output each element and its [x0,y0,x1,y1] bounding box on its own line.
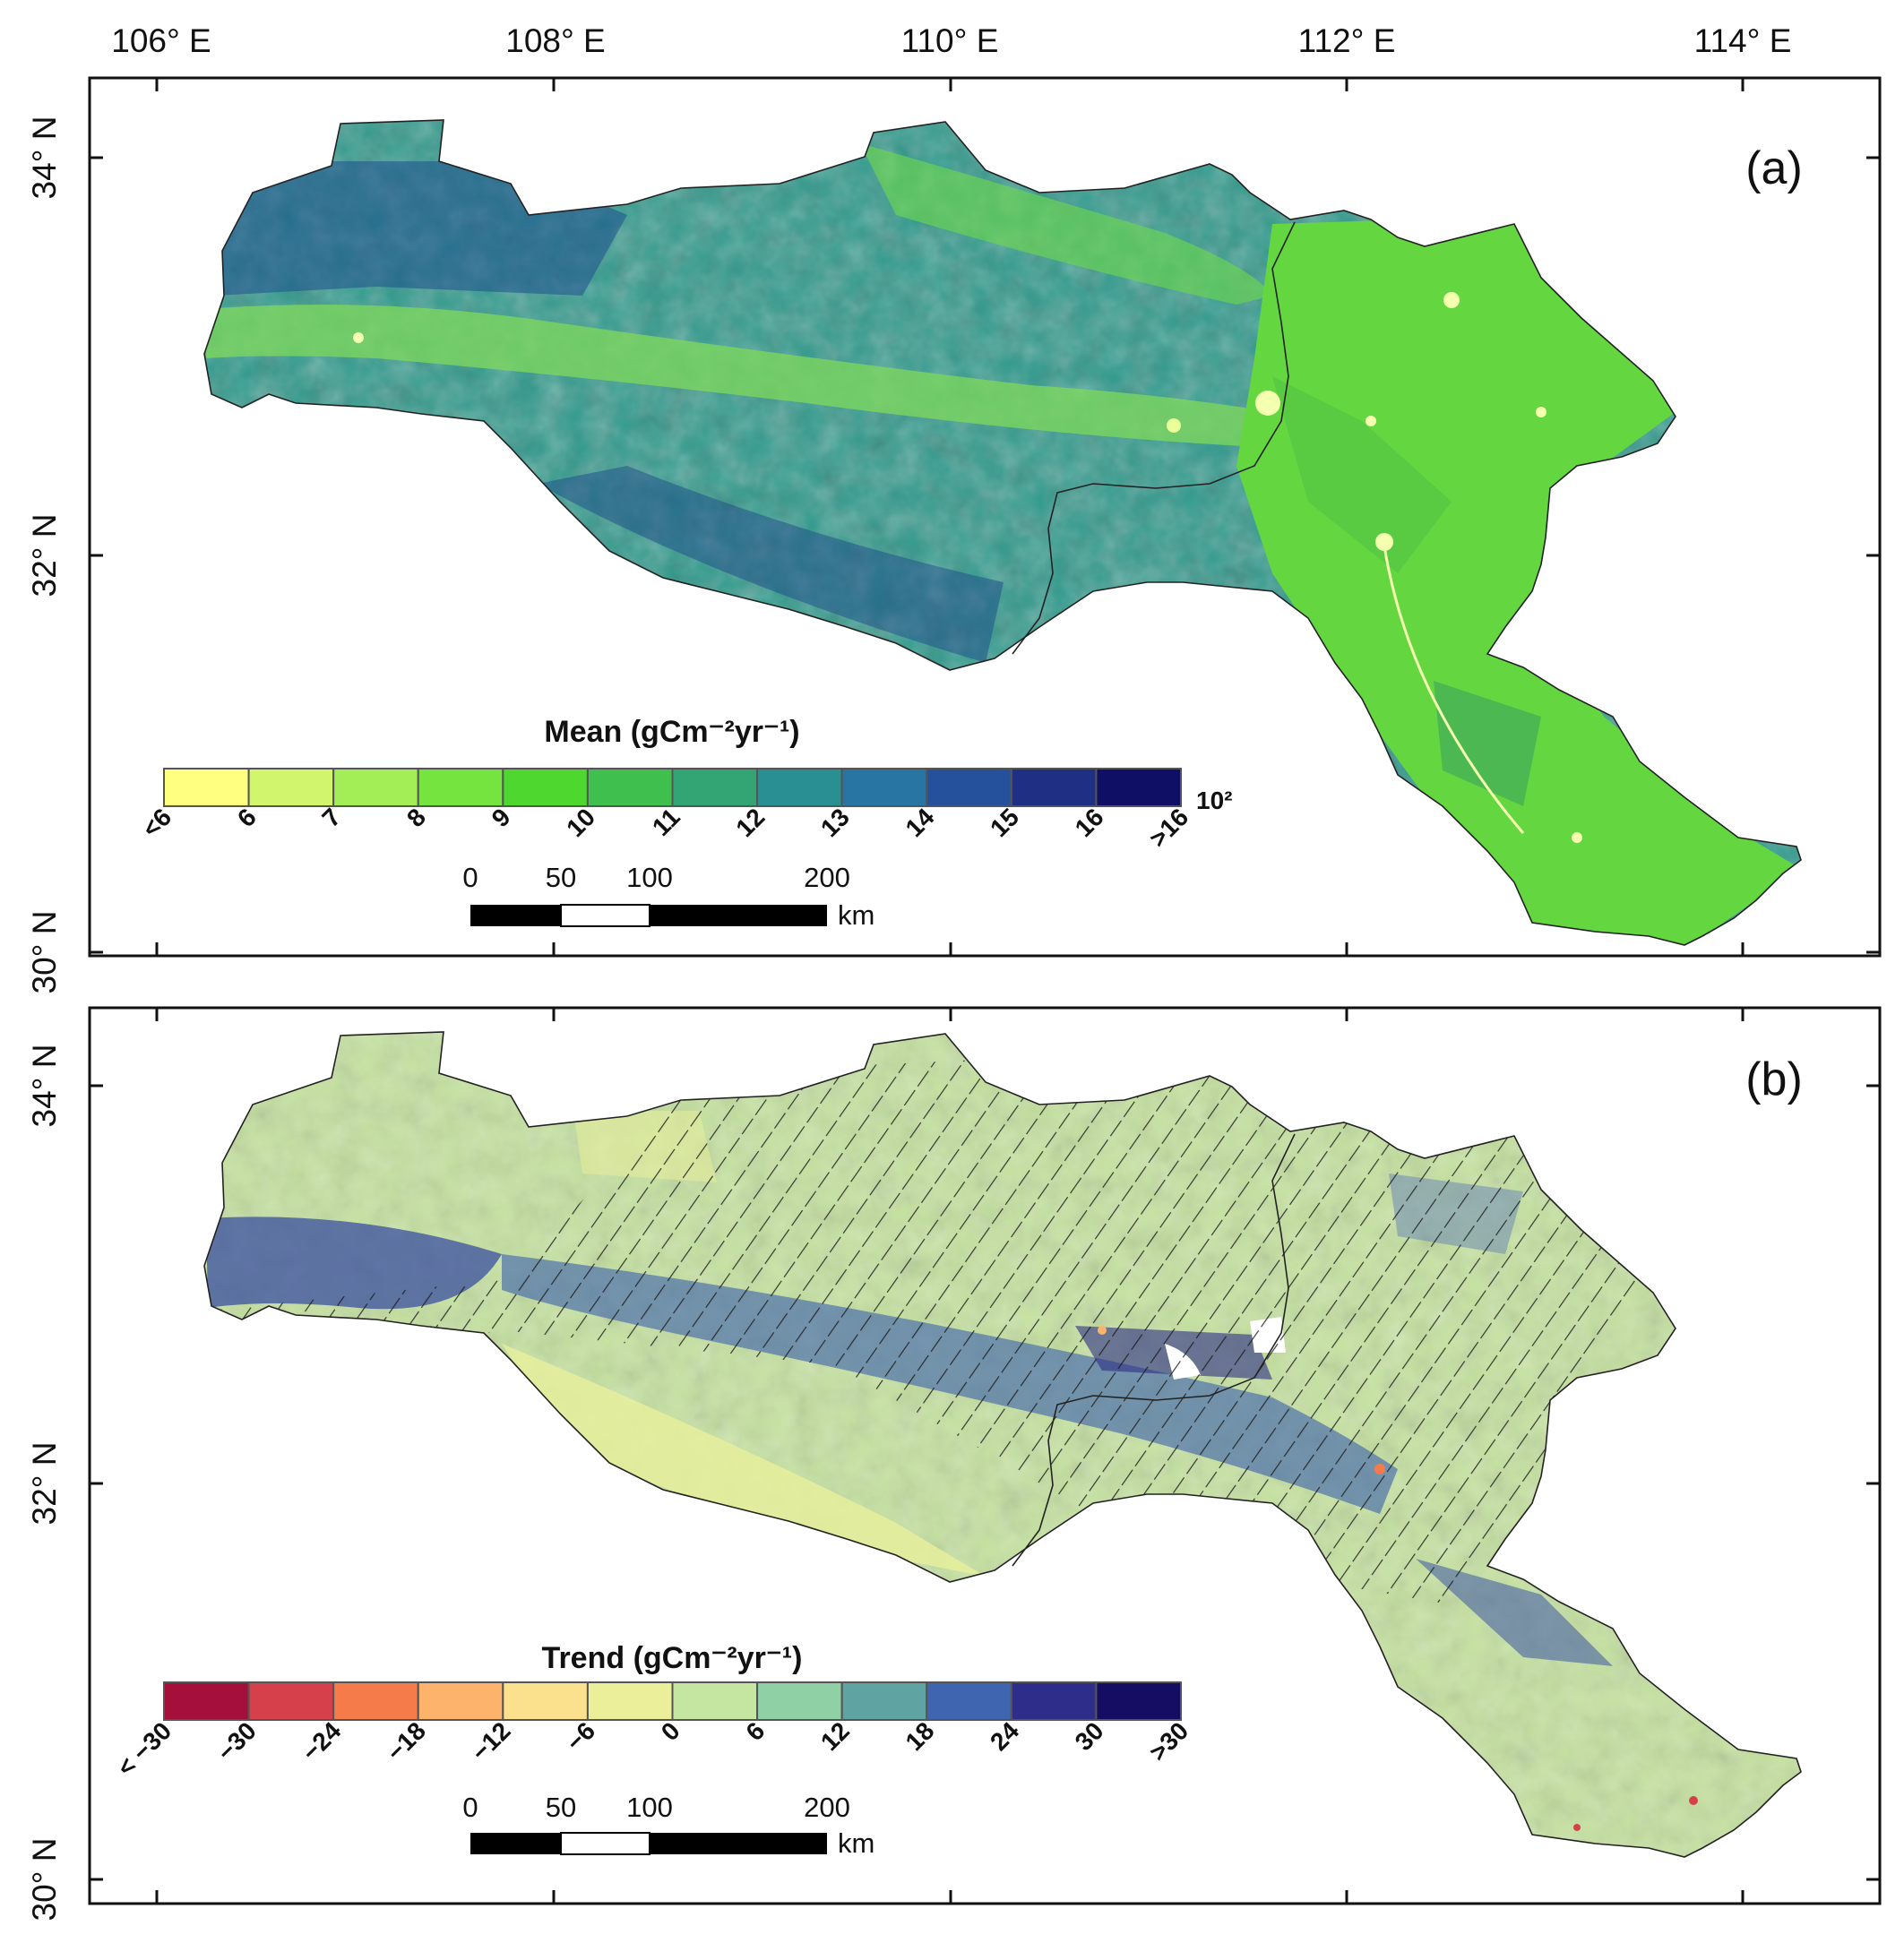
colorbar-a-tick-label: 10 [561,803,600,842]
panel-a-frame [88,76,1882,958]
colorbar-b: < −30 −30 −24 −18 −12 −6 0 6 12 18 24 30 >30 [112,1681,1194,1782]
basin-outline-b [203,1031,1802,1858]
colorbar-a-tick-label: >16 [1144,803,1194,853]
colorbar-a-tick-label: 16 [1070,803,1109,842]
colorbar-a-tick-label: <6 [137,803,177,843]
lon-label-110: 110° E [901,22,999,59]
colorbar-b-swatch [926,1681,1012,1721]
lat-label-30-a: 30° N [26,911,63,994]
panel-b-ticks [90,1008,1880,1904]
scale-unit-b: km [838,1827,874,1859]
lat-label-30-b: 30° N [26,1838,63,1922]
gpp-trend-map [204,1032,1801,1857]
colorbar-a-swatch [163,768,250,807]
colorbar-b-title: Trend (gCm⁻²yr⁻¹) [542,1641,803,1675]
colorbar-b-tick-label: −30 [211,1716,262,1767]
colorbar-b-swatch [332,1681,419,1721]
colorbar-a-tick-label: 13 [815,803,855,842]
colorbar-a-swatch [332,768,419,807]
colorbar-a-swatch [502,768,589,807]
scale-unit-a: km [838,899,874,931]
colorbar-b-tick-label: 24 [985,1716,1024,1756]
colorbar-b-swatch [502,1681,589,1721]
colorbar-b-tick-label: 6 [740,1716,770,1746]
panel-a-tag: (a) [1745,142,1803,194]
colorbar-a-swatch [247,768,335,807]
colorbar-b-tick-label: −12 [466,1716,516,1767]
scale-label-200-b: 200 [804,1792,850,1823]
colorbar-a-tick-label: 12 [730,803,770,842]
panel-b-frame [88,1006,1882,1905]
lon-label-106: 106° E [111,22,211,59]
scale-bar-b: 0 50 100 200 km [462,1792,874,1859]
panel-a: 34° N 32° N 30° N [26,76,1882,994]
colorbar-a-tick-label: 9 [487,803,516,832]
colorbar-b-swatch [417,1681,504,1721]
lat-label-34-a: 34° N [26,116,63,200]
colorbar-b-tick-label: −18 [381,1716,431,1767]
scale-label-100-b: 100 [626,1792,673,1823]
colorbar-a-title: Mean (gCm⁻²yr⁻¹) [544,715,799,749]
lon-label-112: 112° E [1298,22,1396,59]
colorbar-a-tick-label: 8 [401,803,431,832]
colorbar-a-swatch [1095,768,1182,807]
colorbar-a-tick-label: 15 [985,803,1024,842]
lat-label-32-b: 32° N [26,1442,63,1526]
basin-outline-a [203,119,1802,946]
scale-bar-a: 0 50 100 200 km [462,862,874,931]
province-boundary-b [1012,1133,1296,1567]
colorbar-b-swatch [840,1681,928,1721]
scale-label-50-b: 50 [546,1792,576,1823]
top-axis-labels: 106° E 108° E 110° E 112° E 114° E [111,22,1791,59]
scale-label-200-a: 200 [804,862,850,893]
colorbar-b-tick-label: 12 [815,1716,855,1756]
colorbar-b-tick-label: < −30 [112,1716,177,1782]
colorbar-a-tick-label: 11 [647,803,685,841]
panel-a-ticks [90,78,1880,956]
colorbar-a-swatch [840,768,928,807]
colorbar-a-tick-label: 7 [316,803,346,832]
colorbar-b-swatch [1095,1681,1182,1721]
colorbar-b-swatch [586,1681,674,1721]
lon-label-114: 114° E [1694,22,1792,59]
colorbar-b-tick-label: 30 [1070,1716,1109,1756]
colorbar-b-tick-label: −6 [561,1716,601,1757]
colorbar-b-tick-label: −24 [297,1716,347,1767]
colorbar-a-swatch [417,768,504,807]
panel-b-tag: (b) [1745,1053,1803,1105]
colorbar-a-tick-label: 6 [232,803,262,832]
colorbar-a-swatch [671,768,759,807]
lat-label-34-b: 34° N [26,1045,63,1128]
colorbar-b-tick-label: 18 [900,1716,940,1756]
colorbar-b-swatch [756,1681,843,1721]
mean-gpp-map [204,120,1801,945]
colorbar-b-tick-label: >30 [1144,1716,1194,1767]
lon-label-108: 108° E [505,22,606,59]
colorbar-b-swatch [163,1681,250,1721]
scale-label-0-a: 0 [462,862,478,893]
scale-label-50-a: 50 [546,862,576,893]
colorbar-b-swatch [247,1681,335,1721]
scale-label-100-a: 100 [626,862,673,893]
colorbar-a: <6 6 7 8 9 10 11 12 13 14 15 16 >16 [137,768,1194,853]
panel-b: 34° N 32° N 30° N ( [26,1006,1882,1922]
colorbar-a-swatch [756,768,843,807]
colorbar-a-swatch [586,768,674,807]
colorbar-a-swatch [1010,768,1098,807]
scale-label-0-b: 0 [462,1792,478,1823]
colorbar-b-tick-label: 0 [656,1716,685,1746]
lat-label-32-a: 32° N [26,514,63,598]
colorbar-b-swatch [671,1681,759,1721]
colorbar-a-swatch [926,768,1012,807]
colorbar-b-swatch [1010,1681,1098,1721]
province-boundary-a [1012,221,1296,655]
colorbar-a-unit: 10² [1196,787,1232,814]
colorbar-a-tick-label: 14 [900,803,940,842]
